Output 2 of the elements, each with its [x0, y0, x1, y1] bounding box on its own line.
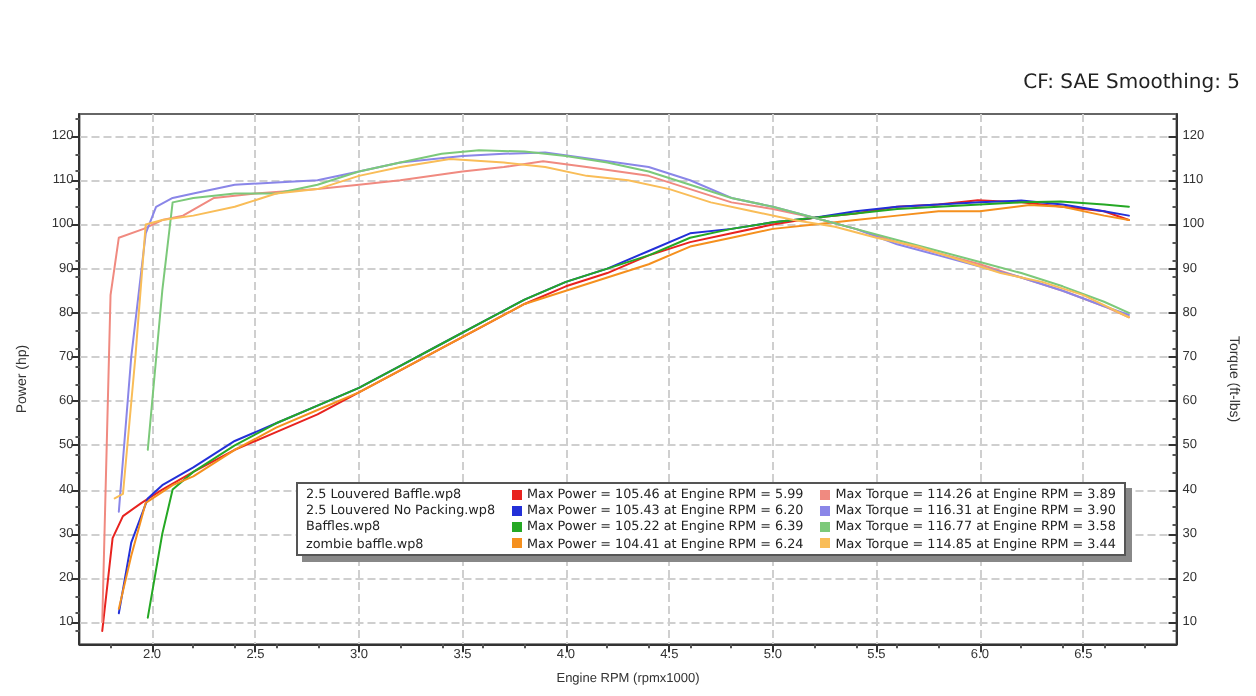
chart-subtitle: CF: SAE Smoothing: 5	[1023, 72, 1240, 94]
line-series	[146, 149, 1130, 451]
